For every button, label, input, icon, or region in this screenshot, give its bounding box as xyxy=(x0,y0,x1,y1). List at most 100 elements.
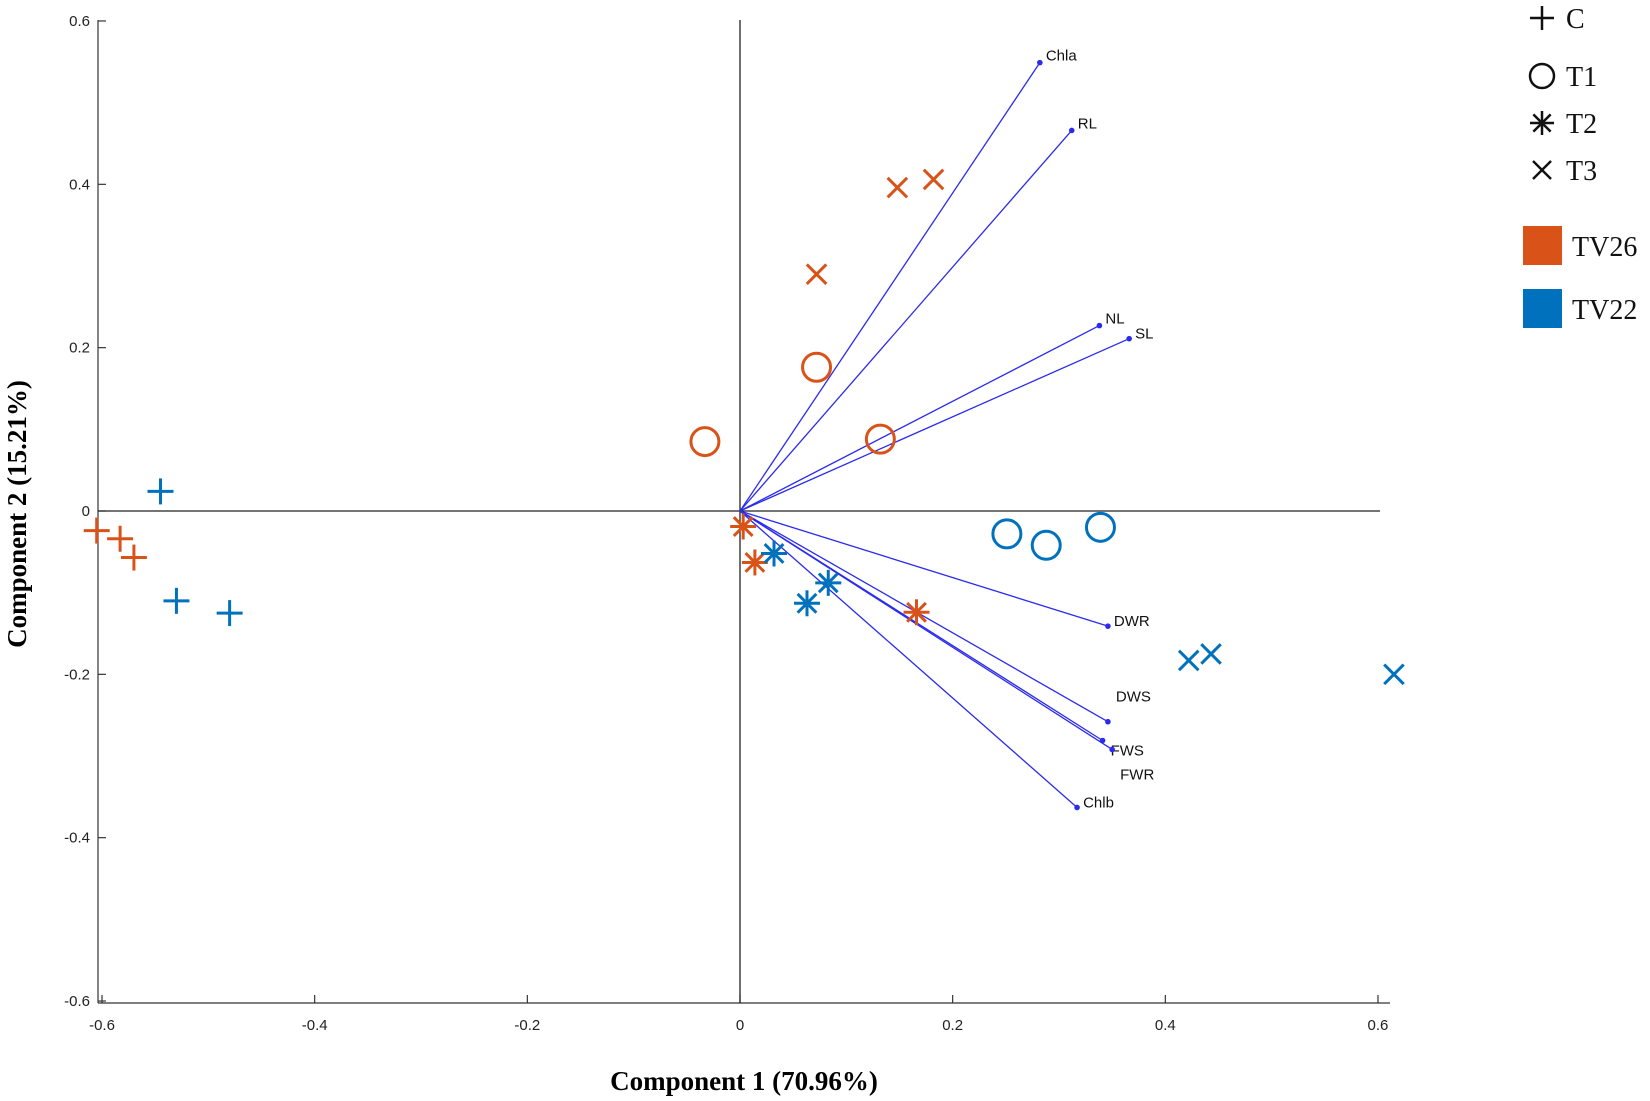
loading-vector-line xyxy=(739,338,1130,512)
legend: C T1 T2 T3 TV26 TV22 xyxy=(1523,4,1637,328)
point-tv22-t2 xyxy=(815,569,842,596)
loading-vector-tip xyxy=(1105,718,1111,725)
loading-vector-line xyxy=(739,62,1041,512)
legend-marker-t2 xyxy=(1530,111,1554,135)
loading-vector-tip xyxy=(1096,322,1103,329)
legend-label-t2: T2 xyxy=(1566,109,1597,140)
x-tick-label: -0.6 xyxy=(89,1017,115,1034)
point-tv26-t2 xyxy=(730,513,757,540)
marker-stroke xyxy=(1528,62,1556,90)
x-tick-label: 0.4 xyxy=(1155,1017,1176,1034)
loading-vector-label: FWS xyxy=(1111,742,1144,759)
y-tick-label: -0.2 xyxy=(64,666,90,683)
y-ticks: -0.6 -0.4 -0.2 0 0.2 0.4 0.6 xyxy=(64,13,106,1010)
legend-label-t1: T1 xyxy=(1566,62,1597,93)
y-tick-label: -0.6 xyxy=(64,993,90,1010)
loading-vector-tip xyxy=(1037,59,1043,66)
loading-vector-tip xyxy=(1109,746,1115,753)
marker-stroke xyxy=(991,518,1023,550)
loading-vector-label: Chla xyxy=(1046,48,1078,65)
point-tv26-t1 xyxy=(689,426,721,458)
marker-stroke xyxy=(922,168,945,191)
loading-vector-label: NL xyxy=(1105,311,1124,328)
loading-vector-label: DWS xyxy=(1116,689,1151,706)
point-tv26-c xyxy=(120,544,147,571)
marker-stroke xyxy=(805,263,828,285)
point-tv26-t1 xyxy=(801,351,833,383)
point-tv22-t2 xyxy=(761,540,788,567)
legend-label-tv22: TV22 xyxy=(1572,295,1637,326)
point-tv26-t2 xyxy=(741,549,768,576)
loading-vector-tip xyxy=(1068,127,1075,134)
y-tick-label: 0.2 xyxy=(69,340,90,357)
point-tv22-t2 xyxy=(793,590,820,617)
y-tick-label: 0.4 xyxy=(69,176,90,193)
x-tick-label: -0.4 xyxy=(302,1017,328,1034)
loading-vectors: Chla RL NL SL DWR DWS FWS FWR Chlb xyxy=(739,48,1154,811)
marker-stroke xyxy=(1532,160,1552,180)
legend-marker-t3 xyxy=(1532,160,1552,180)
y-axis-title: Component 2 (15.21%) xyxy=(2,380,32,648)
marker-stroke xyxy=(817,572,839,594)
legend-label-t3: T3 xyxy=(1566,156,1597,187)
loading-vector-tip xyxy=(1074,804,1080,811)
legend-label-tv26: TV26 xyxy=(1572,232,1637,263)
loading-vector-line xyxy=(739,510,1109,723)
point-tv22-t3 xyxy=(1177,649,1200,672)
point-tv22-c xyxy=(147,478,174,505)
loading-vector-line xyxy=(739,325,1100,512)
loading-vector-line xyxy=(739,510,1078,808)
loading-vector-label: Chlb xyxy=(1083,794,1114,811)
loading-vector-label: FWR xyxy=(1120,766,1154,783)
marker-stroke xyxy=(763,543,785,564)
loading-vector-line xyxy=(739,510,1113,751)
point-tv22-c xyxy=(163,587,190,614)
point-tv22-t1 xyxy=(1084,511,1116,543)
y-tick-label: 0 xyxy=(82,503,90,520)
legend-marker-t1 xyxy=(1528,62,1556,90)
point-tv22-t1 xyxy=(991,518,1023,550)
point-tv22-t3 xyxy=(1200,643,1222,665)
y-tick-label: 0.6 xyxy=(69,13,90,30)
marker-stroke xyxy=(886,176,909,199)
x-tick-label: 0.6 xyxy=(1368,1017,1389,1034)
marker-stroke xyxy=(1177,649,1200,672)
marker-stroke xyxy=(796,592,818,614)
marker-stroke xyxy=(1383,663,1405,686)
marker-stroke xyxy=(1532,113,1552,133)
legend-marker-c xyxy=(1530,6,1554,30)
legend-swatch-tv22 xyxy=(1523,289,1562,328)
loading-vector-label: SL xyxy=(1135,326,1153,343)
x-tick-label: 0 xyxy=(736,1017,744,1034)
marker-stroke xyxy=(864,423,896,455)
loading-vector-tip xyxy=(1126,335,1132,342)
loading-vector-label: DWR xyxy=(1114,613,1150,630)
point-tv26-t3 xyxy=(922,168,945,191)
score-points xyxy=(83,168,1405,686)
zero-reference-lines xyxy=(98,20,1380,1003)
y-tick-label: -0.4 xyxy=(64,830,90,847)
point-tv26-t3 xyxy=(805,263,828,285)
point-tv26-t3 xyxy=(886,176,909,199)
legend-swatch-tv26 xyxy=(1523,226,1562,265)
marker-stroke xyxy=(1030,529,1062,561)
point-tv22-c xyxy=(216,600,243,627)
marker-stroke xyxy=(1200,643,1222,665)
point-tv26-t2 xyxy=(903,599,930,626)
loading-vector-tip xyxy=(1105,623,1111,629)
legend-label-c: C xyxy=(1566,4,1585,35)
point-tv26-c xyxy=(107,525,134,552)
x-tick-label: 0.2 xyxy=(942,1017,963,1034)
marker-stroke xyxy=(744,552,766,573)
x-ticks: -0.6 -0.4 -0.2 0 0.2 0.4 0.6 xyxy=(89,995,1388,1034)
marker-stroke xyxy=(906,601,927,623)
point-tv22-t1 xyxy=(1030,529,1062,561)
point-tv26-c xyxy=(83,517,110,544)
marker-stroke xyxy=(801,351,833,383)
loading-vector-label: RL xyxy=(1078,115,1097,132)
loading-vector-line xyxy=(739,129,1073,512)
x-tick-label: -0.2 xyxy=(514,1017,540,1034)
marker-stroke xyxy=(689,426,721,458)
point-tv22-t3 xyxy=(1383,663,1405,686)
marker-stroke xyxy=(1084,511,1116,543)
